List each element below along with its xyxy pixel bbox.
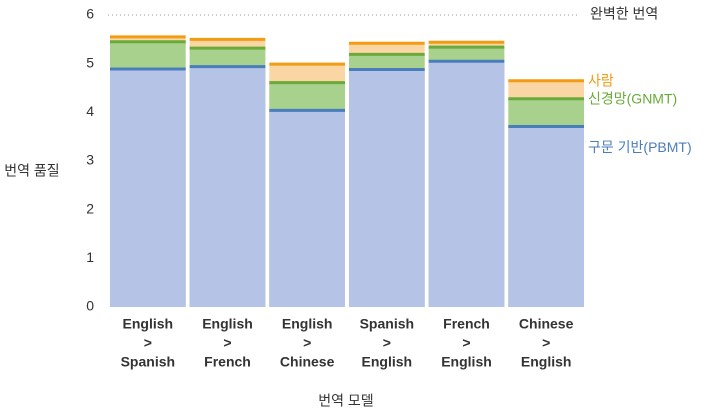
y-tick-label: 2: [86, 200, 94, 216]
bar: [269, 110, 345, 308]
bar: [349, 69, 425, 307]
x-tick-label: French: [204, 354, 251, 370]
x-tick-label: Spanish: [360, 316, 414, 332]
x-tick-label: >: [383, 335, 391, 351]
x-tick-label: English: [202, 316, 253, 332]
x-tick-label: >: [462, 335, 470, 351]
x-tick-label: English: [362, 354, 413, 370]
x-tick-label: English: [441, 354, 492, 370]
x-tick-label: English: [282, 316, 333, 332]
y-axis-label: 번역 품질: [4, 163, 59, 179]
x-axis-label: 번역 모델: [318, 393, 373, 409]
y-tick-label: 3: [86, 152, 94, 168]
y-tick-label: 1: [86, 249, 94, 265]
bar: [110, 69, 186, 308]
legend-label: 사람: [588, 72, 614, 88]
y-tick-label: 0: [86, 298, 94, 314]
reference-label: 완벽한 번역: [590, 6, 658, 22]
legend-label: 구문 기반(PBMT): [588, 139, 692, 155]
legend-label: 신경망(GNMT): [588, 90, 677, 106]
x-tick-label: French: [443, 316, 490, 332]
x-tick-label: >: [542, 335, 550, 351]
x-tick-label: Chinese: [519, 316, 574, 332]
x-tick-label: Chinese: [280, 354, 335, 370]
x-tick-label: English: [123, 316, 174, 332]
bar: [508, 126, 584, 308]
bar: [428, 61, 505, 307]
x-tick-label: >: [303, 335, 311, 351]
x-tick-label: Spanish: [121, 354, 175, 370]
x-tick-label: >: [144, 335, 152, 351]
y-tick-label: 6: [86, 6, 94, 22]
x-tick-label: >: [223, 335, 231, 351]
bar: [189, 66, 266, 307]
y-tick-label: 4: [86, 103, 94, 119]
y-tick-label: 5: [86, 54, 94, 70]
x-tick-label: English: [521, 354, 572, 370]
